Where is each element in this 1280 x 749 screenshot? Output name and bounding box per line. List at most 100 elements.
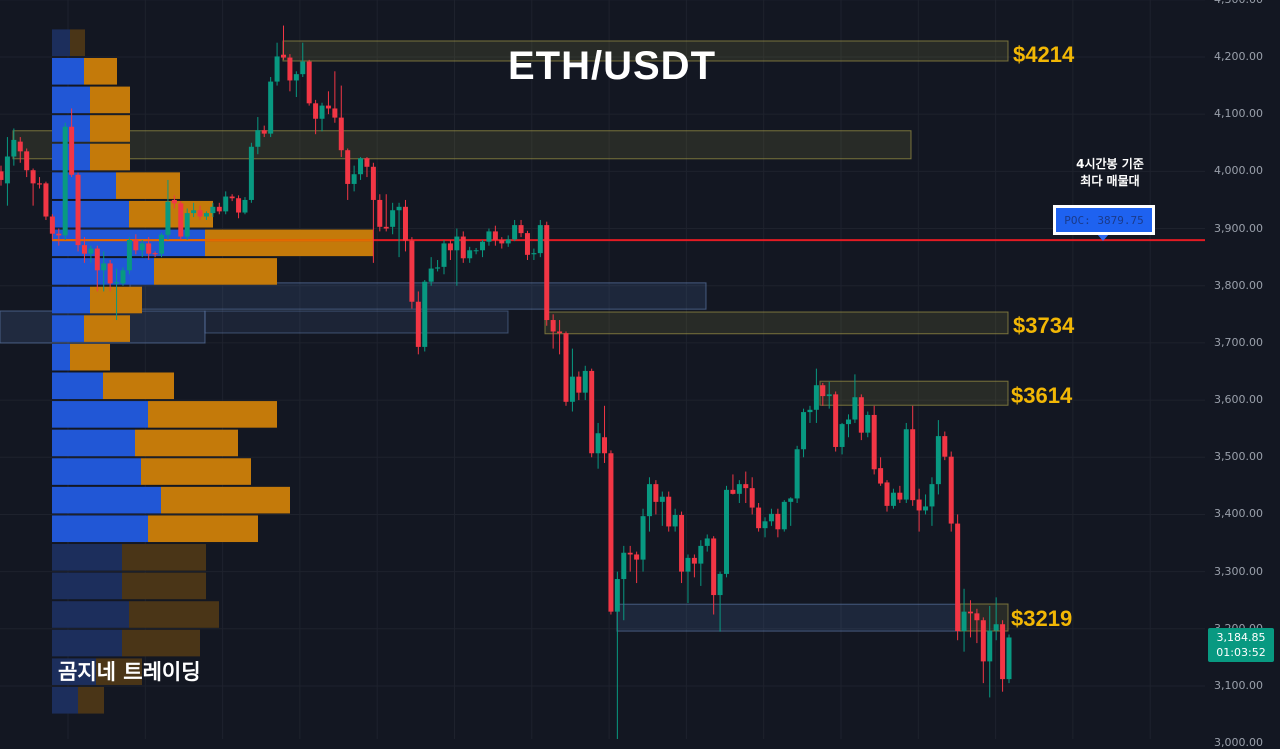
candle-body <box>582 370 588 393</box>
candle-body <box>653 484 659 502</box>
candle-body <box>146 243 152 254</box>
candle-body <box>845 419 851 425</box>
profile-buy-bar <box>52 544 122 571</box>
profile-sell-bar <box>70 29 85 56</box>
candle-body <box>120 270 126 284</box>
candle-body <box>608 453 614 612</box>
bar-countdown: 01:03:52 <box>1216 646 1266 659</box>
profile-buy-bar <box>52 29 70 56</box>
profile-buy-bar <box>52 629 122 657</box>
price-tick-label: 4,000.00 <box>1214 164 1263 178</box>
profile-buy-bar <box>52 172 116 199</box>
candle-body <box>94 248 100 271</box>
candle-body <box>942 436 948 457</box>
profile-buy-bar <box>52 286 90 314</box>
candle-body <box>987 630 993 662</box>
candle-body <box>704 538 710 546</box>
profile-sell-bar <box>122 544 206 571</box>
candle-body <box>345 150 351 184</box>
candle-body <box>255 130 261 147</box>
candle-body <box>499 239 505 244</box>
candle-body <box>967 611 973 614</box>
candle-body <box>672 515 678 527</box>
candle-body <box>685 557 691 572</box>
candle-body <box>524 233 530 255</box>
price-tick-label: 3,600.00 <box>1214 393 1263 407</box>
price-tick-label: 3,300.00 <box>1214 564 1263 578</box>
candle-body <box>512 225 518 240</box>
poc-label: POC: 3879.75 <box>1053 205 1155 235</box>
candle-body <box>159 234 165 254</box>
brand-watermark: 곰지네 트레이딩 <box>58 660 201 684</box>
candle-body <box>460 236 466 259</box>
candle-body <box>49 216 55 234</box>
candle-body <box>197 210 203 217</box>
candle-body <box>364 158 370 167</box>
candle-body <box>563 333 569 402</box>
candle-body <box>69 126 75 175</box>
candle-body <box>897 492 903 500</box>
candle-body <box>743 484 749 489</box>
poc-note-line1: 4시간봉 기준 <box>1076 157 1144 171</box>
candle-body <box>621 552 627 580</box>
candle-body <box>833 394 839 447</box>
candle-body <box>435 267 441 269</box>
profile-sell-bar <box>129 601 219 628</box>
candle-body <box>229 196 235 199</box>
profile-buy-bar <box>52 458 141 485</box>
profile-buy-bar <box>52 401 148 428</box>
candle-body <box>447 243 453 251</box>
candle-body <box>107 263 113 284</box>
candle-body <box>890 492 896 506</box>
last-price-tag: 3,184.85 01:03:52 <box>1208 628 1274 662</box>
candle-body <box>666 496 672 527</box>
candle-body <box>486 231 492 242</box>
candle-body <box>839 424 845 447</box>
candle-body <box>993 624 999 631</box>
price-tick-label: 4,200.00 <box>1214 50 1263 63</box>
candle-body <box>30 170 36 184</box>
price-tick-label: 3,100.00 <box>1214 678 1263 692</box>
candle-body <box>557 331 563 334</box>
candle-body <box>236 198 242 213</box>
candle-body <box>88 248 94 254</box>
profile-buy-bar <box>52 343 70 371</box>
candle-body <box>133 239 139 251</box>
profile-buy-bar <box>52 601 129 628</box>
candle-body <box>679 515 685 572</box>
candle-body <box>17 141 23 152</box>
candle-body <box>569 376 575 402</box>
supply-demand-zone <box>12 130 912 160</box>
candle-body <box>916 499 922 511</box>
profile-sell-bar <box>90 115 130 142</box>
candle-body <box>756 507 762 529</box>
candle-body <box>974 613 980 621</box>
candle-body <box>768 513 774 522</box>
candle-body <box>878 468 884 484</box>
candle-body <box>287 57 293 81</box>
profile-buy-bar <box>52 572 122 600</box>
candle-body <box>801 412 807 450</box>
candle-body <box>338 117 344 151</box>
profile-sell-bar <box>84 58 117 85</box>
candle-body <box>602 437 608 454</box>
price-tick-label: 3,000.00 <box>1214 736 1263 749</box>
candle-body <box>492 231 498 240</box>
candle-body <box>826 394 832 397</box>
candle-body <box>178 203 184 237</box>
candle-body <box>871 414 877 470</box>
candle-body <box>171 199 177 204</box>
candle-body <box>467 250 473 259</box>
profile-buy-bar <box>52 58 84 85</box>
profile-sell-bar <box>135 429 238 457</box>
candle-body <box>390 210 396 227</box>
candle-body <box>428 268 434 282</box>
candle-body <box>614 579 620 612</box>
candle-body <box>724 489 730 574</box>
candle-body <box>698 545 704 564</box>
candle-body <box>589 370 595 454</box>
level-label-3614: $3614 <box>1011 383 1073 408</box>
level-label-3734: $3734 <box>1013 313 1075 338</box>
candle-body <box>762 521 768 529</box>
